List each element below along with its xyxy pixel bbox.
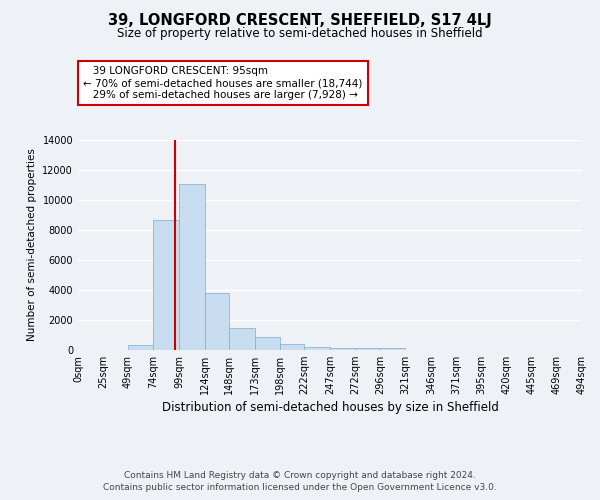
Text: Contains HM Land Registry data © Crown copyright and database right 2024.: Contains HM Land Registry data © Crown c…: [124, 471, 476, 480]
Bar: [205, 293, 229, 350]
Text: Size of property relative to semi-detached houses in Sheffield: Size of property relative to semi-detach…: [117, 28, 483, 40]
X-axis label: Distribution of semi-detached houses by size in Sheffield: Distribution of semi-detached houses by …: [161, 402, 499, 414]
Bar: [330, 348, 356, 350]
Bar: [128, 345, 154, 350]
Text: 39, LONGFORD CRESCENT, SHEFFIELD, S17 4LJ: 39, LONGFORD CRESCENT, SHEFFIELD, S17 4L…: [108, 12, 492, 28]
Bar: [229, 328, 254, 350]
Bar: [304, 347, 330, 350]
Bar: [154, 220, 179, 350]
Text: Contains public sector information licensed under the Open Government Licence v3: Contains public sector information licen…: [103, 484, 497, 492]
Y-axis label: Number of semi-detached properties: Number of semi-detached properties: [27, 148, 37, 342]
Bar: [254, 336, 280, 350]
Bar: [380, 348, 406, 350]
Text: 39 LONGFORD CRESCENT: 95sqm
← 70% of semi-detached houses are smaller (18,744)
 : 39 LONGFORD CRESCENT: 95sqm ← 70% of sem…: [83, 66, 362, 100]
Bar: [280, 344, 304, 350]
Bar: [356, 348, 380, 350]
Bar: [179, 184, 205, 350]
